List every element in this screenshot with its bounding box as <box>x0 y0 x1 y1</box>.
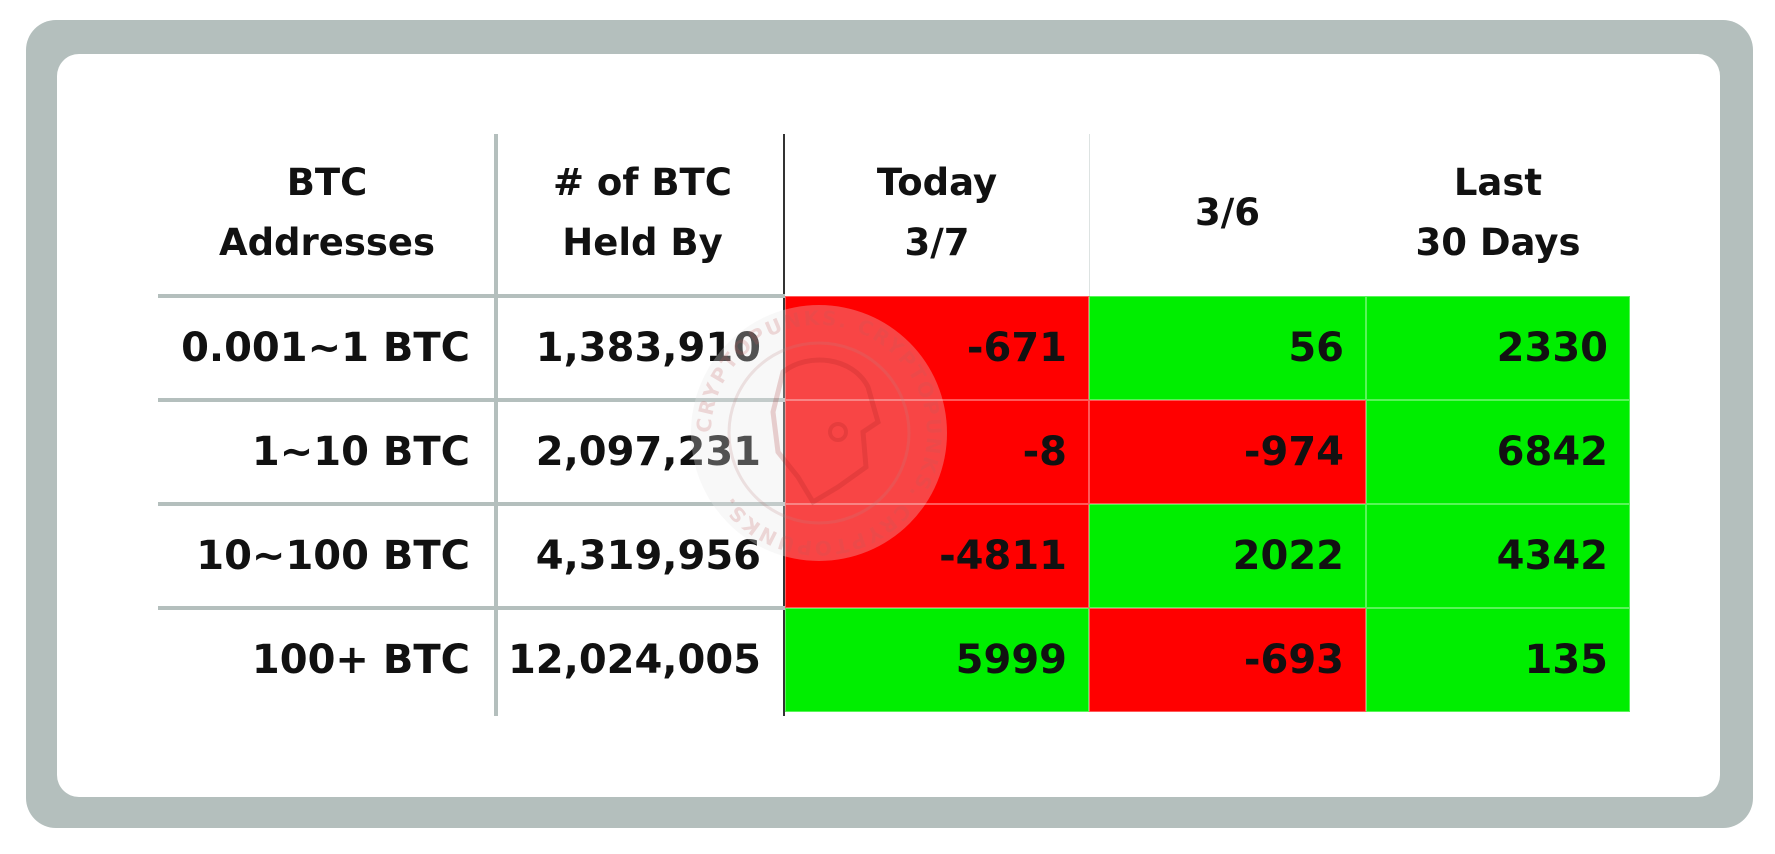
btc-held-value: 2,097,231 <box>535 429 761 475</box>
header-line1: Today <box>876 161 998 204</box>
header-line1: BTC <box>286 161 368 204</box>
row-label: 0.001~1 BTC <box>181 325 470 371</box>
row-divider <box>158 502 785 506</box>
column-divider <box>494 134 498 716</box>
column-divider <box>1089 134 1090 296</box>
today-change: -4811 <box>785 504 1089 608</box>
row-divider <box>158 398 785 402</box>
header-line2: Addresses <box>218 221 436 264</box>
row-divider <box>158 294 785 298</box>
last-30-days-change: 4342 <box>1366 504 1630 608</box>
prev-day-change: 56 <box>1089 296 1366 400</box>
column-divider <box>783 134 785 716</box>
row-label: 100+ BTC <box>251 637 470 683</box>
row-divider <box>158 606 785 610</box>
last-30-days-change: 2330 <box>1366 296 1630 400</box>
btc-held-value: 4,319,956 <box>535 533 761 579</box>
last-30-days-change: 135 <box>1366 608 1630 712</box>
today-change: -8 <box>785 400 1089 504</box>
header-line1: 3/6 <box>1194 191 1260 234</box>
btc-held-value: 1,383,910 <box>535 325 761 371</box>
header-line2: Held By <box>562 221 723 264</box>
today-change: -671 <box>785 296 1089 400</box>
header-line2: 3/7 <box>904 221 970 264</box>
header-prev-day: 3/6 <box>1089 130 1366 296</box>
header-line1: Last <box>1453 161 1543 204</box>
header-last-30-days: Last 30 Days <box>1366 130 1630 296</box>
header-line2: 30 Days <box>1415 221 1581 264</box>
today-change: 5999 <box>785 608 1089 712</box>
row-label: 10~100 BTC <box>196 533 470 579</box>
prev-day-change: -974 <box>1089 400 1366 504</box>
header-btc-addresses: BTC Addresses <box>158 130 496 296</box>
header-btc-held: # of BTC Held By <box>500 130 785 296</box>
header-today: Today 3/7 <box>785 130 1089 296</box>
prev-day-change: 2022 <box>1089 504 1366 608</box>
row-label: 1~10 BTC <box>251 429 470 475</box>
prev-day-change: -693 <box>1089 608 1366 712</box>
header-line1: # of BTC <box>553 161 732 204</box>
last-30-days-change: 6842 <box>1366 400 1630 504</box>
btc-held-value: 12,024,005 <box>507 637 761 683</box>
